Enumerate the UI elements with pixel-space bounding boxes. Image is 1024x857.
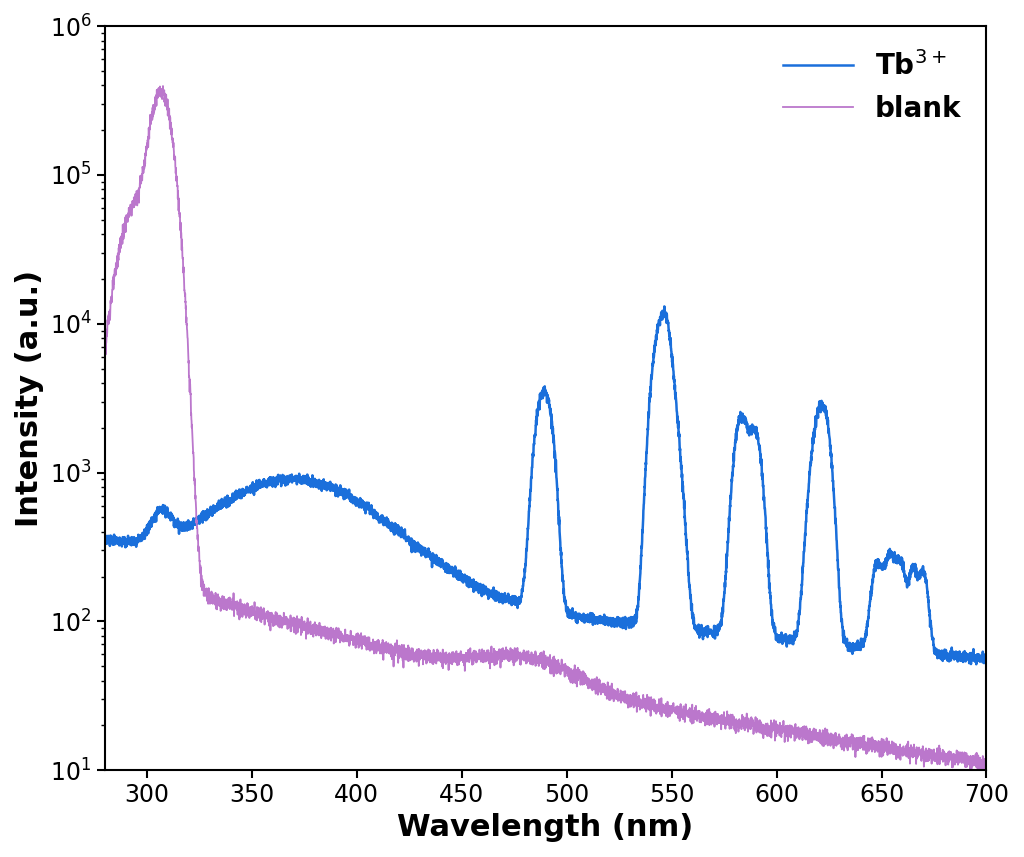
Tb$^{3+}$	[970, 659, 982, 669]
Tb$^{3+}$	[658, 302, 671, 312]
Tb$^{3+}$	[980, 651, 992, 662]
blank	[757, 725, 769, 735]
Tb$^{3+}$	[259, 476, 271, 487]
blank	[672, 713, 684, 723]
blank	[157, 81, 169, 91]
Legend: Tb$^{3+}$, blank: Tb$^{3+}$, blank	[772, 40, 973, 134]
Y-axis label: Intensity (a.u.): Intensity (a.u.)	[15, 270, 44, 527]
Line: Tb$^{3+}$: Tb$^{3+}$	[104, 307, 986, 664]
Tb$^{3+}$	[757, 477, 769, 488]
Tb$^{3+}$	[628, 618, 640, 628]
Tb$^{3+}$	[672, 416, 684, 426]
blank	[823, 735, 836, 746]
blank	[98, 353, 111, 363]
Tb$^{3+}$	[435, 556, 447, 566]
blank	[628, 702, 640, 712]
X-axis label: Wavelength (nm): Wavelength (nm)	[397, 813, 693, 842]
blank	[972, 765, 984, 776]
Tb$^{3+}$	[823, 434, 836, 445]
Tb$^{3+}$	[98, 533, 111, 543]
Line: blank: blank	[104, 86, 986, 770]
blank	[435, 654, 447, 664]
blank	[259, 609, 271, 620]
blank	[980, 764, 992, 774]
